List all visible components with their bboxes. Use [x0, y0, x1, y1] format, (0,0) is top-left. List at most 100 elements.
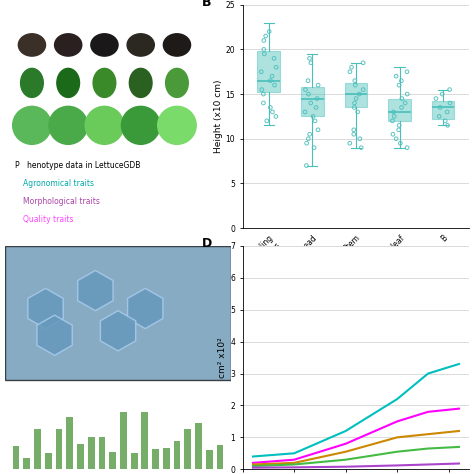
Point — [444, 121, 451, 129]
Point — [437, 104, 444, 111]
Ellipse shape — [127, 34, 155, 56]
Point — [350, 104, 358, 111]
Point — [305, 90, 312, 98]
Ellipse shape — [57, 68, 80, 98]
Point — [351, 99, 358, 107]
Point — [446, 99, 454, 107]
Point — [262, 32, 270, 40]
Point — [351, 77, 359, 84]
Bar — [345, 83, 367, 108]
Circle shape — [121, 106, 160, 144]
Point — [265, 28, 273, 36]
Point — [389, 130, 397, 138]
Point — [350, 126, 357, 134]
Point — [356, 135, 364, 143]
Point — [395, 121, 403, 129]
Bar — [23, 457, 30, 469]
Point — [270, 55, 278, 62]
Bar — [13, 446, 19, 469]
Point — [306, 130, 313, 138]
Bar — [152, 449, 159, 469]
Bar — [217, 445, 223, 469]
Point — [314, 126, 322, 134]
Point — [352, 82, 359, 89]
Point — [359, 59, 367, 67]
Point — [397, 139, 404, 147]
Point — [346, 139, 354, 147]
Point — [359, 86, 367, 93]
Text: D: D — [202, 237, 212, 250]
Point — [436, 113, 443, 120]
Bar — [257, 51, 280, 92]
Point — [401, 99, 409, 107]
Ellipse shape — [55, 34, 82, 56]
Point — [389, 117, 396, 125]
Circle shape — [49, 106, 87, 144]
Bar — [388, 99, 411, 121]
Ellipse shape — [18, 34, 46, 56]
Y-axis label: Height (x10 cm): Height (x10 cm) — [214, 80, 223, 153]
Ellipse shape — [20, 68, 43, 98]
Point — [302, 162, 310, 169]
Point — [309, 113, 317, 120]
Point — [261, 50, 268, 58]
Point — [398, 104, 405, 111]
Bar — [66, 418, 73, 469]
Bar — [131, 453, 137, 469]
Ellipse shape — [164, 34, 191, 56]
Point — [392, 135, 400, 143]
Point — [395, 126, 402, 134]
Point — [392, 73, 400, 80]
Point — [432, 95, 440, 102]
Point — [398, 77, 405, 84]
Y-axis label: cm² x10²: cm² x10² — [219, 337, 228, 378]
Point — [346, 68, 354, 75]
Bar — [206, 449, 213, 469]
Point — [268, 73, 276, 80]
Point — [307, 99, 315, 107]
Bar — [195, 423, 202, 469]
Point — [272, 113, 280, 120]
Point — [348, 64, 356, 71]
Point — [438, 90, 446, 98]
Text: Morphological traits: Morphological traits — [23, 197, 100, 206]
FancyBboxPatch shape — [5, 246, 231, 380]
Bar — [163, 448, 170, 469]
Text: henotype data in LettuceGDB: henotype data in LettuceGDB — [27, 161, 141, 170]
Ellipse shape — [165, 68, 188, 98]
Point — [257, 68, 265, 75]
Bar — [45, 453, 52, 469]
Point — [266, 104, 274, 111]
Point — [312, 104, 320, 111]
Point — [357, 144, 365, 152]
Point — [391, 113, 398, 120]
Bar — [55, 429, 63, 469]
Point — [306, 55, 313, 62]
Point — [352, 95, 360, 102]
Point — [304, 77, 312, 84]
Bar — [173, 441, 181, 469]
Bar — [141, 412, 148, 469]
Ellipse shape — [91, 34, 118, 56]
Point — [260, 99, 267, 107]
Point — [260, 90, 267, 98]
Point — [314, 82, 322, 89]
Bar — [88, 437, 95, 469]
Point — [313, 95, 321, 102]
Point — [390, 108, 397, 116]
Point — [269, 108, 276, 116]
Ellipse shape — [93, 68, 116, 98]
Point — [263, 117, 271, 125]
Point — [307, 59, 315, 67]
Point — [260, 46, 268, 53]
Point — [446, 86, 453, 93]
Circle shape — [13, 106, 51, 144]
Ellipse shape — [129, 68, 152, 98]
Bar — [432, 101, 455, 119]
Point — [443, 108, 451, 116]
Point — [311, 117, 319, 125]
Point — [350, 130, 357, 138]
Bar — [301, 87, 324, 117]
Text: Agronomical traits: Agronomical traits — [23, 179, 94, 188]
Bar — [77, 444, 84, 469]
